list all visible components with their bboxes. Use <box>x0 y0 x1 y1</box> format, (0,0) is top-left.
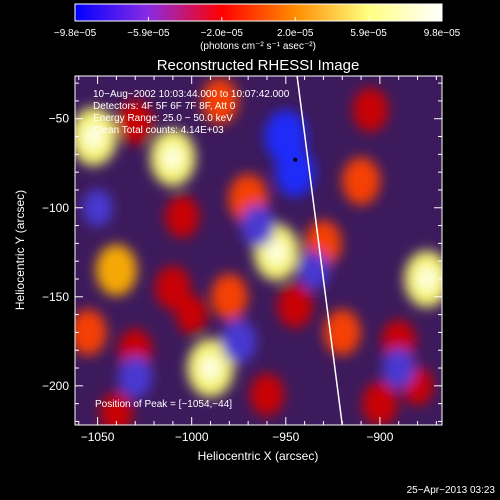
colorbar-tick-label: 9.8e−05 <box>424 28 461 39</box>
heatmap-blob-core <box>200 355 221 381</box>
heatmap-blob <box>82 189 113 227</box>
x-tick-label: −1000 <box>175 430 209 444</box>
heatmap-blob <box>210 273 248 320</box>
heatmap-blob <box>95 244 137 296</box>
heatmap-blob <box>165 195 200 238</box>
annotations: 10−Aug−2002 10:03:44.000 to 10:07:42.000… <box>93 89 290 410</box>
footer-timestamp: 25−Apr−2013 03:23 <box>407 485 496 496</box>
peak-marker <box>293 157 298 162</box>
colorbar-bar <box>74 3 443 22</box>
y-axis-label: Heliocentric Y (arcsec) <box>13 190 27 310</box>
heatmap-blob <box>275 147 316 197</box>
annotation-peak: Position of Peak = [−1054,−44] <box>95 399 232 410</box>
colorbar-tick-label: −9.8e−05 <box>54 28 97 39</box>
x-tick-label: −1050 <box>81 430 115 444</box>
solar-limb-line <box>296 76 343 425</box>
heatmap-blob <box>323 309 361 356</box>
annotation-time: 10−Aug−2002 10:03:44.000 to 10:07:42.000 <box>93 89 290 100</box>
x-tick-label: −900 <box>366 430 393 444</box>
heatmap-blob <box>100 392 133 425</box>
y-tick-label: −150 <box>42 290 69 304</box>
chart-title: Reconstructed RHESSI Image <box>157 57 360 74</box>
annotation-detectors: Detectors: 4F 5F 6F 7F 8F, Att 0 <box>93 101 236 112</box>
heatmap-blob <box>362 381 398 425</box>
colorbar-tick-label: −5.9e−05 <box>127 28 170 39</box>
heatmap-blob <box>249 373 284 416</box>
heatmap-blob-core <box>162 145 184 171</box>
colorbar-unit-label: (photons cm⁻² s⁻¹ asec⁻²) <box>200 41 316 52</box>
heatmap-blob <box>117 100 153 145</box>
y-tick-label: −100 <box>42 201 69 215</box>
heatmap-blob <box>176 295 208 335</box>
x-axis-label: Heliocentric X (arcsec) <box>198 449 319 463</box>
plot-area: −1050 −1000 −950 −900 −200 −150 −100 −50 <box>42 75 443 444</box>
colorbar-tick-label: 2.0e−05 <box>277 28 314 39</box>
heatmap-blob <box>298 250 330 290</box>
heatmap-blob <box>75 309 107 356</box>
heatmap-blob <box>352 87 389 132</box>
y-tick-label: −200 <box>42 379 69 393</box>
plot-frame <box>74 75 443 426</box>
heatmap-blob <box>201 77 239 124</box>
x-tick-label: −950 <box>272 430 299 444</box>
heatmap-blob <box>240 204 275 247</box>
heatmap-blob <box>155 265 191 311</box>
heatmap-blob <box>221 319 257 364</box>
heatmap-blob <box>382 347 416 389</box>
heatmap-blob <box>118 355 153 399</box>
colorbar-ticks: −9.8e−05 −5.9e−05 −2.0e−05 2.0e−05 5.9e−05 9.… <box>54 17 461 39</box>
axis-ticks: −1050 −1000 −950 −900 −200 −150 −100 −50 <box>42 76 442 444</box>
y-tick-label: −50 <box>49 112 70 126</box>
heatmap-blob-core <box>266 239 287 265</box>
heatmap-blob-core <box>416 266 438 292</box>
colorbar-tick-label: −2.0e−05 <box>201 28 244 39</box>
heatmap-blob-core <box>83 123 105 150</box>
colorbar: −9.8e−05 −5.9e−05 −2.0e−05 2.0e−05 5.9e−05 9.… <box>54 3 461 52</box>
annotation-clean: Clean Total counts: 4.14E+03 <box>93 125 224 136</box>
colorbar-tick-label: 5.9e−05 <box>350 28 387 39</box>
heatmap-image <box>75 77 442 425</box>
heatmap-blob <box>341 157 381 205</box>
annotation-energy: Energy Range: 25.0 − 50.0 keV <box>93 113 233 124</box>
heatmap-blob <box>277 283 313 328</box>
